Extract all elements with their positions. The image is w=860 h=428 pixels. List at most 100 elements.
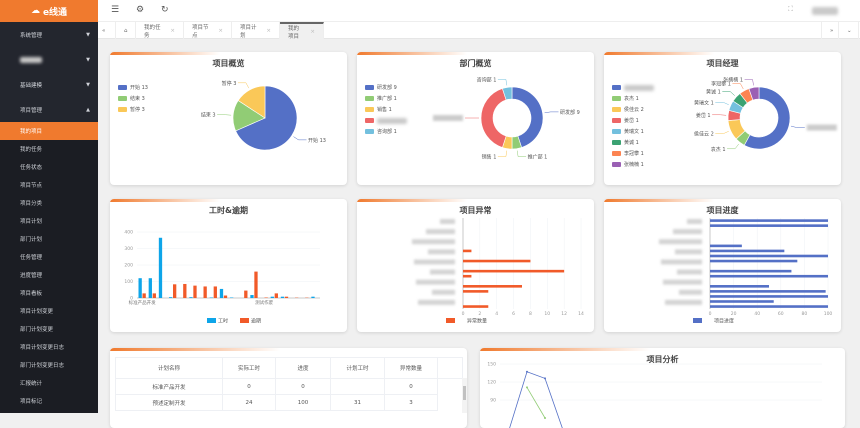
bar[interactable] <box>710 219 828 222</box>
bar-逾期[interactable] <box>183 284 186 298</box>
bar[interactable] <box>463 260 530 263</box>
legend-swatch[interactable] <box>240 318 249 323</box>
user-avatar[interactable] <box>812 7 838 15</box>
bar[interactable] <box>710 305 828 308</box>
bar-逾期[interactable] <box>254 272 257 298</box>
sidebar-item[interactable]: 项目看板 <box>0 284 98 302</box>
tab-item[interactable]: 我的任务× <box>136 22 184 39</box>
column-header[interactable]: 进度 <box>276 358 331 379</box>
sidebar-item[interactable]: 部门计划 <box>0 230 98 248</box>
bar-逾期[interactable] <box>173 284 176 298</box>
sidebar-item[interactable]: 进度管理 <box>0 266 98 284</box>
sidebar-item[interactable]: 我的项目 <box>0 122 98 140</box>
sidebar-item[interactable]: 项目标记 <box>0 392 98 410</box>
bar[interactable] <box>710 275 828 278</box>
sidebar-item[interactable]: 部门计划变更日志 <box>0 356 98 374</box>
legend-swatch[interactable] <box>693 318 702 323</box>
refresh-icon[interactable]: ↻ <box>161 5 169 15</box>
sidebar-item[interactable]: 系统管理▼ <box>0 22 98 47</box>
sidebar-item[interactable]: ▼ <box>0 47 98 72</box>
bar[interactable] <box>463 270 564 273</box>
bar[interactable] <box>710 285 769 288</box>
table-scrollbar[interactable] <box>462 378 467 413</box>
data-point[interactable] <box>544 377 546 379</box>
close-icon[interactable]: × <box>266 28 271 34</box>
sidebar-item[interactable]: 部门计划变更 <box>0 320 98 338</box>
bar[interactable] <box>710 295 828 298</box>
bar[interactable] <box>463 275 471 278</box>
bar-工时[interactable] <box>311 297 314 298</box>
bar[interactable] <box>710 250 784 253</box>
bar[interactable] <box>710 300 774 303</box>
bar[interactable] <box>710 270 791 273</box>
fullscreen-icon[interactable]: ⛶ <box>788 5 793 14</box>
legend-swatch[interactable] <box>446 318 455 323</box>
sidebar-item[interactable]: 项目管理▲ <box>0 97 98 122</box>
home-tab[interactable]: ⌂ <box>116 22 136 39</box>
caret-icon[interactable]: ▼ <box>86 82 90 88</box>
sidebar-item[interactable]: 项目节点 <box>0 176 98 194</box>
bar-工时[interactable] <box>189 297 192 298</box>
data-point[interactable] <box>526 386 528 388</box>
bar-工时[interactable] <box>271 297 274 298</box>
bar-工时[interactable] <box>139 278 142 298</box>
bar-工时[interactable] <box>149 278 152 298</box>
bar-工时[interactable] <box>159 238 162 298</box>
sidebar-item[interactable]: 项目计划变更日志 <box>0 338 98 356</box>
bar[interactable] <box>463 290 488 293</box>
data-point[interactable] <box>526 371 528 373</box>
bar-逾期[interactable] <box>143 293 146 298</box>
close-icon[interactable]: × <box>218 28 223 34</box>
logo[interactable]: ☁e线通 <box>0 0 98 22</box>
bar-逾期[interactable] <box>153 293 156 298</box>
column-header[interactable]: 计划名称 <box>116 358 223 379</box>
sidebar-item[interactable]: 基础建模▼ <box>0 72 98 97</box>
sidebar-item[interactable]: 任务状态 <box>0 158 98 176</box>
bar-逾期[interactable] <box>285 297 288 298</box>
bar-逾期[interactable] <box>224 296 227 298</box>
bar[interactable] <box>710 245 742 248</box>
pie-slice[interactable] <box>481 89 506 148</box>
tab-item[interactable]: 我的项目× <box>280 22 324 39</box>
bar-逾期[interactable] <box>244 291 247 298</box>
sidebar-item[interactable]: 项目计划变更 <box>0 302 98 320</box>
bar[interactable] <box>710 255 828 258</box>
legend-swatch[interactable] <box>207 318 216 323</box>
settings-icon[interactable]: ⚙ <box>136 5 144 15</box>
sidebar-item[interactable]: 项目计划 <box>0 212 98 230</box>
caret-icon[interactable]: ▼ <box>86 57 90 63</box>
menu-toggle-icon[interactable]: ☰ <box>111 5 119 15</box>
bar-逾期[interactable] <box>275 293 278 298</box>
caret-icon[interactable]: ▼ <box>86 32 90 38</box>
bar-工时[interactable] <box>169 297 172 298</box>
column-header[interactable]: 实际工时 <box>223 358 276 379</box>
column-header[interactable]: 异常数量 <box>385 358 438 379</box>
tab-item[interactable]: 项目计划× <box>232 22 280 39</box>
close-icon[interactable]: × <box>170 28 175 34</box>
sidebar-item[interactable]: 汇报统计 <box>0 374 98 392</box>
tabs-next-button[interactable]: » <box>821 22 839 39</box>
bar-工时[interactable] <box>281 297 284 298</box>
tab-item[interactable]: 项目节点× <box>184 22 232 39</box>
caret-icon[interactable]: ▲ <box>86 107 90 113</box>
sidebar-item[interactable]: 项目分类 <box>0 194 98 212</box>
tabs-more-button[interactable]: ⌄ <box>839 22 859 39</box>
close-icon[interactable]: × <box>310 29 315 35</box>
bar[interactable] <box>463 285 522 288</box>
bar[interactable] <box>710 290 826 293</box>
bar[interactable] <box>710 224 828 227</box>
sidebar-item[interactable]: 任务管理 <box>0 248 98 266</box>
data-point[interactable] <box>544 417 546 419</box>
bar[interactable] <box>463 305 488 308</box>
column-header[interactable]: 计划工时 <box>331 358 385 379</box>
tabs-prev-button[interactable]: « <box>98 22 116 39</box>
bar-逾期[interactable] <box>193 286 196 298</box>
bar-逾期[interactable] <box>214 286 217 298</box>
bar-工时[interactable] <box>220 289 223 298</box>
bar-工时[interactable] <box>250 295 253 298</box>
sidebar-item[interactable]: 我的任务 <box>0 140 98 158</box>
bar-逾期[interactable] <box>204 286 207 298</box>
bar[interactable] <box>710 260 797 263</box>
